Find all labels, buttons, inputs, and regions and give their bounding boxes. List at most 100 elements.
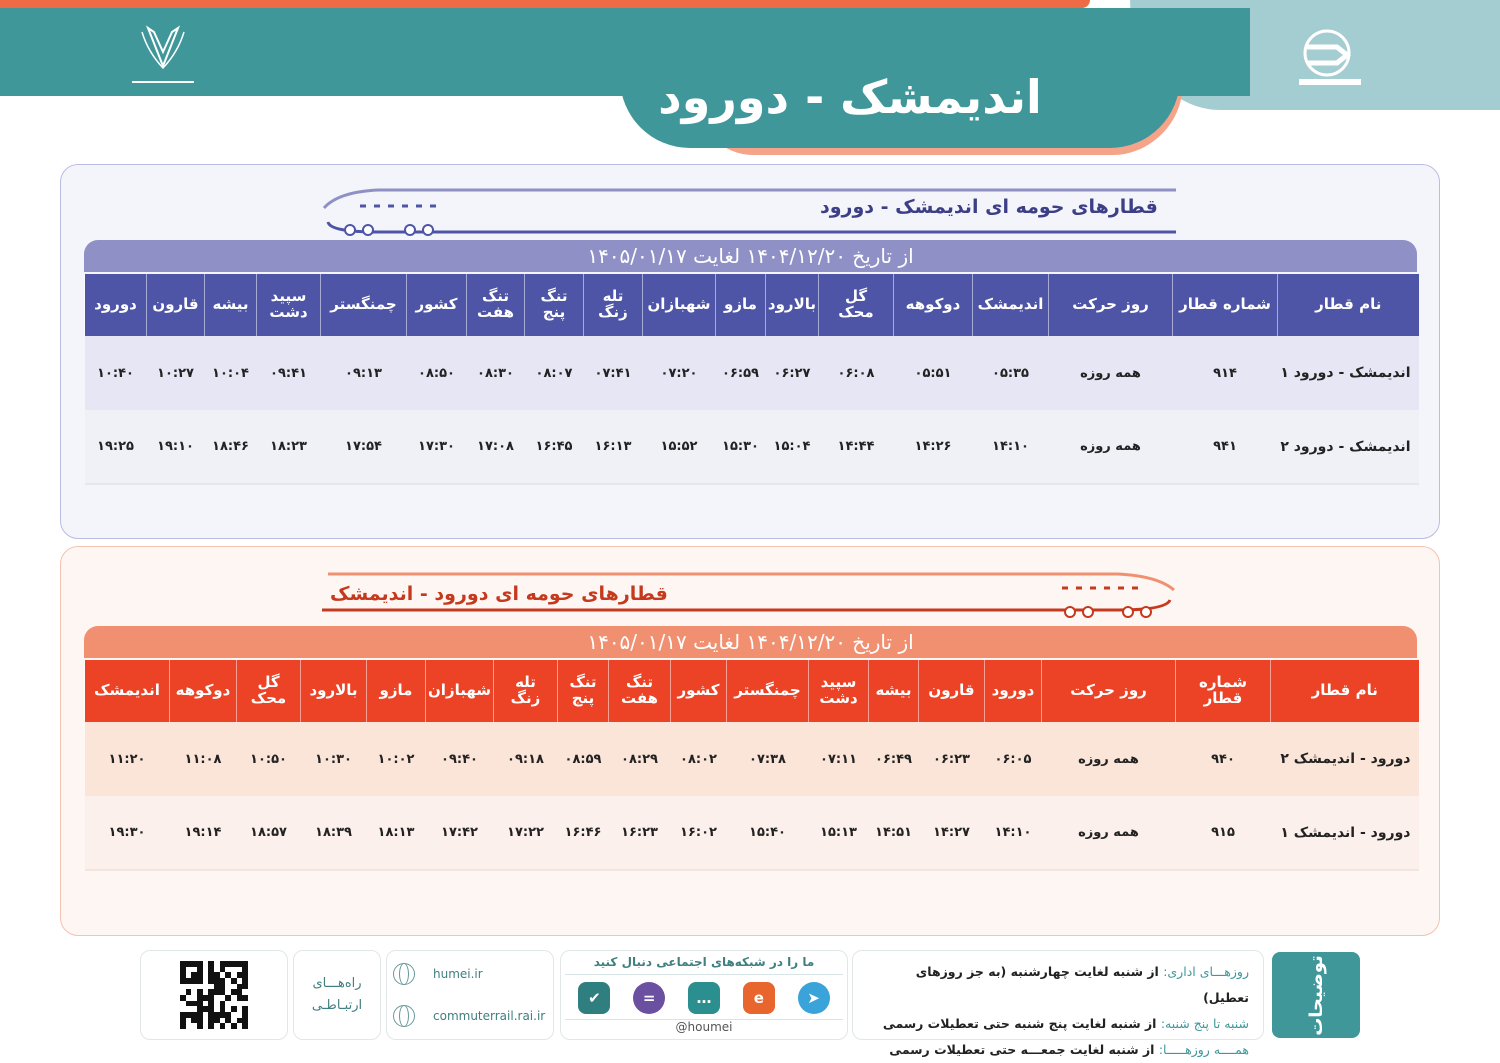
globe-search-icon — [393, 1005, 415, 1027]
column-header: قارون — [146, 274, 205, 336]
column-header: نام قطار — [1277, 274, 1419, 336]
station-time-cell: ۱۸:۲۳ — [256, 410, 321, 485]
station-time-cell: ۰۹:۱۸ — [493, 722, 558, 796]
soroush-icon[interactable]: … — [687, 982, 720, 1014]
date-range-bar: از تاریخ ۱۴۰۴/۱۲/۲۰ لغایت ۱۴۰۵/۰۱/۱۷ — [84, 626, 1417, 658]
train-name-cell: دورود - اندیمشک ۲ — [1270, 722, 1419, 796]
column-header: کشور — [406, 274, 467, 336]
station-time-cell: ۱۸:۴۶ — [204, 410, 257, 485]
column-header: سپید دشت — [808, 660, 869, 722]
column-header: دوکوهه — [893, 274, 973, 336]
station-time-cell: ۰۵:۳۵ — [972, 336, 1049, 410]
station-time-cell: ۱۷:۳۰ — [406, 410, 467, 485]
column-header: کشور — [670, 660, 727, 722]
column-header: بالارود — [765, 274, 819, 336]
train-name-cell: اندیمشک - دورود ۲ — [1277, 410, 1419, 485]
telegram-icon[interactable]: ➤ — [797, 982, 830, 1014]
column-header: چمنگستر — [726, 660, 809, 722]
column-header: اندیمشک — [972, 274, 1049, 336]
station-time-cell: ۱۵:۴۰ — [726, 796, 809, 871]
station-time-cell: ۱۴:۱۰ — [984, 796, 1042, 871]
station-time-cell: ۰۸:۰۷ — [524, 336, 584, 410]
station-time-cell: ۱۷:۲۲ — [493, 796, 558, 871]
station-time-cell: ۱۹:۱۰ — [146, 410, 205, 485]
operating-days-notes: روزهـــای اداری: از شنبه لغایت چهارشنبه … — [852, 950, 1264, 1057]
section-title: قطارهای حومه ای اندیمشک - دورود — [820, 196, 1158, 218]
column-header: شماره قطار — [1172, 274, 1278, 336]
eitaa-icon[interactable]: e — [742, 982, 775, 1014]
station-time-cell: ۰۹:۴۱ — [256, 336, 321, 410]
ita-icon[interactable]: = — [633, 982, 666, 1014]
column-header: مازو — [715, 274, 766, 336]
bale-icon[interactable]: ✔ — [578, 982, 611, 1014]
social-title: ما را در شبکه‌های اجتماعی دنبال کنید — [565, 955, 843, 975]
column-header: دورود — [984, 660, 1042, 722]
station-time-cell: ۱۹:۱۴ — [169, 796, 237, 871]
station-time-cell: ۰۸:۲۹ — [608, 722, 671, 796]
station-time-cell: ۰۶:۰۸ — [818, 336, 894, 410]
page-title: اندیمشک - دورود — [658, 70, 1042, 124]
station-time-cell: ۱۰:۵۰ — [236, 722, 301, 796]
station-time-cell: ۰۶:۴۹ — [868, 722, 919, 796]
station-time-cell: ۰۸:۰۲ — [670, 722, 727, 796]
station-time-cell: ۱۶:۰۲ — [670, 796, 727, 871]
column-header: شماره قطار — [1175, 660, 1271, 722]
column-header: تله زنگ — [583, 274, 643, 336]
column-header: مازو — [366, 660, 426, 722]
outbound-timetable: نام قطار شماره قطار روز حرکت اندیمشک دوکوهه گ… — [84, 274, 1419, 485]
station-time-cell: ۱۵:۰۴ — [765, 410, 819, 485]
train-line-decoration-icon — [322, 188, 1176, 236]
date-range-bar: از تاریخ ۱۴۰۴/۱۲/۲۰ لغایت ۱۴۰۵/۰۱/۱۷ — [84, 240, 1417, 272]
column-header: روز حرکت — [1048, 274, 1173, 336]
column-header: تنگ پنج — [524, 274, 584, 336]
train-number-cell: ۹۱۴ — [1172, 336, 1278, 410]
station-time-cell: ۰۸:۵۹ — [557, 722, 609, 796]
note-line: شنبه تا پنج شنبه: از شنبه لغایت پنج شنبه… — [882, 1016, 1249, 1031]
station-time-cell: ۱۸:۱۳ — [366, 796, 426, 871]
station-time-cell: ۱۰:۰۲ — [366, 722, 426, 796]
column-header: تله زنگ — [493, 660, 558, 722]
train-line-decoration-icon — [322, 572, 1175, 618]
section-title: قطارهای حومه ای دورود - اندیمشک — [330, 583, 668, 605]
qr-code-box — [140, 950, 288, 1040]
station-time-cell: ۰۸:۵۰ — [406, 336, 467, 410]
column-header: شهبازان — [425, 660, 494, 722]
station-time-cell: ۱۵:۳۰ — [715, 410, 766, 485]
note-line: همــــه روزهـــــا: از شنبه لغایت جمعـــ… — [889, 1042, 1249, 1057]
station-time-cell: ۱۵:۵۲ — [642, 410, 716, 485]
run-days-cell: همه روزه — [1048, 336, 1173, 410]
column-header: تنگ پنج — [557, 660, 609, 722]
station-time-cell: ۱۴:۲۶ — [893, 410, 973, 485]
globe-icon — [393, 963, 415, 985]
website-link[interactable]: humei.ir — [393, 963, 483, 985]
qr-code-icon[interactable] — [180, 961, 248, 1029]
station-time-cell: ۱۱:۲۰ — [84, 722, 170, 796]
station-time-cell: ۰۷:۳۸ — [726, 722, 809, 796]
station-time-cell: ۱۸:۳۹ — [300, 796, 367, 871]
table-header-row: نام قطار شماره قطار روز حرکت اندیمشک دوکوهه گ… — [84, 274, 1419, 336]
column-header: سپید دشت — [256, 274, 321, 336]
train-name-cell: دورود - اندیمشک ۱ — [1270, 796, 1419, 871]
column-header: تنگ هفت — [608, 660, 671, 722]
station-time-cell: ۱۶:۲۳ — [608, 796, 671, 871]
header-orange-strip — [0, 0, 1090, 8]
station-time-cell: ۱۱:۰۸ — [169, 722, 237, 796]
station-time-cell: ۱۷:۵۴ — [320, 410, 407, 485]
column-header: چمنگستر — [320, 274, 407, 336]
raja-emblem-icon — [128, 22, 198, 90]
station-time-cell: ۱۸:۵۷ — [236, 796, 301, 871]
table-row: دورود - اندیمشک ۱ ۹۱۵ همه روزه ۱۴:۱۰ ۱۴:۲۷ ۱۴… — [84, 796, 1419, 871]
station-time-cell: ۰۷:۲۰ — [642, 336, 716, 410]
column-header: اندیمشک — [84, 660, 170, 722]
social-networks-box: ما را در شبکه‌های اجتماعی دنبال کنید ✔ = …… — [560, 950, 848, 1040]
table-row: دورود - اندیمشک ۲ ۹۴۰ همه روزه ۰۶:۰۵ ۰۶:۲۳ ۰۶… — [84, 722, 1419, 796]
website-link[interactable]: commuterrail.rai.ir — [393, 1005, 545, 1027]
station-time-cell: ۱۰:۴۰ — [84, 336, 147, 410]
social-handle[interactable]: @houmei — [565, 1019, 843, 1037]
station-time-cell: ۱۹:۲۵ — [84, 410, 147, 485]
station-time-cell: ۰۷:۱۱ — [808, 722, 869, 796]
station-time-cell: ۱۴:۲۷ — [918, 796, 985, 871]
run-days-cell: همه روزه — [1041, 796, 1176, 871]
column-header: گل محک — [236, 660, 301, 722]
station-time-cell: ۱۰:۰۴ — [204, 336, 257, 410]
